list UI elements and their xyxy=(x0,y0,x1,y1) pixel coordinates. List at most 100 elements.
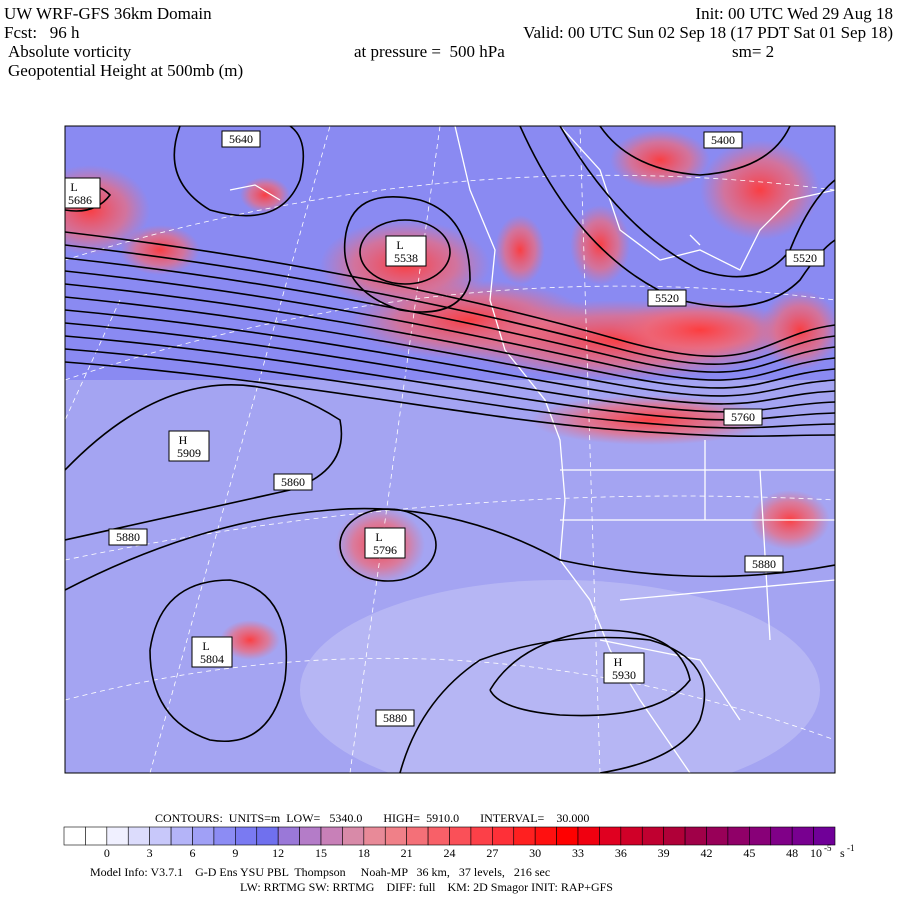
label-box xyxy=(744,555,784,573)
unit-exponent: -1 xyxy=(847,843,855,853)
contour-info: CONTOURS: UNITS=m LOW= 5340.0 HIGH= 5910… xyxy=(155,811,589,825)
colorbar-cell xyxy=(492,826,515,846)
pressure: at pressure = 500 hPa xyxy=(354,42,505,61)
colorbar-label: 42 xyxy=(701,846,713,860)
colorbar-cell xyxy=(63,826,86,846)
label-box xyxy=(375,709,415,727)
contour xyxy=(65,322,835,413)
colorbar-cell xyxy=(813,826,836,846)
colorbar-cell xyxy=(235,826,258,846)
label-box xyxy=(703,131,743,149)
label-box xyxy=(191,636,233,668)
colorbar-cell xyxy=(449,826,472,846)
colorbar-cell xyxy=(620,826,643,846)
center-value: 5538 xyxy=(394,251,418,265)
colorbar-cell xyxy=(192,826,215,846)
center-kind: H xyxy=(179,433,188,447)
colorbar-cell xyxy=(663,826,686,846)
label-box xyxy=(65,177,101,209)
colorbar-cell xyxy=(791,826,814,846)
graticule xyxy=(65,126,601,773)
vorticity-max xyxy=(610,300,790,360)
contour xyxy=(65,257,835,373)
contour xyxy=(65,244,835,366)
field: Absolute vorticity xyxy=(8,42,132,61)
contour xyxy=(599,126,791,176)
contour xyxy=(65,507,835,591)
label-box xyxy=(221,130,261,148)
colorbar-label: 30 xyxy=(529,846,541,860)
contour xyxy=(65,283,835,389)
label-box xyxy=(385,235,427,267)
label-box xyxy=(603,652,645,684)
smoothing: sm= 2 xyxy=(732,42,774,61)
colorbar-cell xyxy=(556,826,579,846)
colorbar: 0 3 6 9 12 15 18 21 24 27 30 33 36 39 42 45 48 xyxy=(63,826,836,860)
label-box xyxy=(364,527,406,559)
colorbar-cell xyxy=(363,826,386,846)
map: 5640 54005520552057605860588058805880L568… xyxy=(65,126,835,773)
contour-label: 5760 xyxy=(731,410,755,424)
contour-label: 5640 xyxy=(229,132,253,146)
forecast: Fcst: 96 h xyxy=(4,23,80,42)
vorticity-max xyxy=(570,205,630,285)
center-value: 5909 xyxy=(177,446,201,460)
coastline xyxy=(229,126,835,773)
center-kind: L xyxy=(70,180,77,194)
border xyxy=(560,440,835,721)
contours xyxy=(65,126,835,773)
field: Geopotential Height at 500mb (m) xyxy=(8,61,243,80)
vorticity-max xyxy=(240,177,290,213)
physics-info: LW: RRTMG SW: RRTMG DIFF: full KM: 2D Sm… xyxy=(240,880,613,894)
center-value: 5796 xyxy=(373,543,397,557)
unit-exponent: -5 xyxy=(824,843,832,853)
graticule xyxy=(65,126,835,773)
colorbar-label: 45 xyxy=(743,846,755,860)
colorbar-label: 18 xyxy=(358,846,370,860)
colorbar-cell xyxy=(599,826,622,846)
colorbar-cell xyxy=(470,826,493,846)
colorbar-cell xyxy=(320,826,343,846)
contour xyxy=(149,579,288,742)
contour xyxy=(173,126,305,217)
colorbar-cell xyxy=(577,826,600,846)
center-value: 5804 xyxy=(200,652,224,666)
contour xyxy=(65,309,835,405)
colorbar-cell xyxy=(641,826,664,846)
coastline xyxy=(559,126,835,271)
colorbar-cell xyxy=(427,826,450,846)
colorbar-label: 33 xyxy=(572,846,584,860)
colorbar-label: 3 xyxy=(147,846,153,860)
vorticity-max xyxy=(220,620,280,660)
colorbar-label: 36 xyxy=(615,846,627,860)
unit: s xyxy=(840,846,845,860)
colorbar-cell xyxy=(127,826,150,846)
contour-label: 5880 xyxy=(383,711,407,725)
colorbar-label: 21 xyxy=(401,846,413,860)
center-kind: L xyxy=(375,530,382,544)
title: UW WRF-GFS 36km Domain xyxy=(4,4,212,23)
colorbar-cell xyxy=(342,826,365,846)
label-box xyxy=(273,473,313,491)
colorbar-cell xyxy=(384,826,407,846)
colorbar-cell xyxy=(770,826,793,846)
colorbar-label: 6 xyxy=(190,846,196,860)
center-value: 5930 xyxy=(612,668,636,682)
colorbar-cell xyxy=(277,826,300,846)
colorbar-label: 12 xyxy=(272,846,284,860)
colorbar-cell xyxy=(256,826,279,846)
colorbar-cell xyxy=(684,826,707,846)
colorbar-cell xyxy=(727,826,750,846)
colorbar-cell xyxy=(149,826,172,846)
label-box xyxy=(647,289,687,307)
contour xyxy=(65,296,835,397)
colorbar-cell xyxy=(213,826,236,846)
colorbar-label: 48 xyxy=(786,846,798,860)
colorbar-cell xyxy=(299,826,322,846)
colorbar-cell xyxy=(513,826,536,846)
contour xyxy=(65,231,835,358)
contour xyxy=(65,270,835,381)
contour xyxy=(65,361,835,438)
map-frame xyxy=(64,125,836,774)
